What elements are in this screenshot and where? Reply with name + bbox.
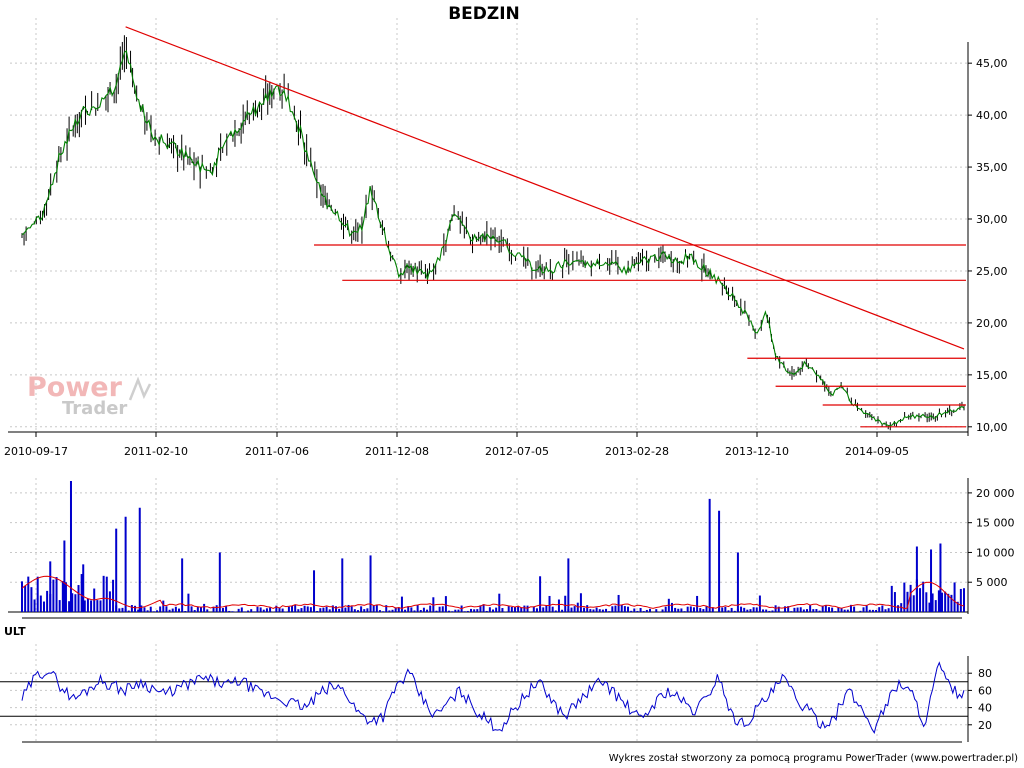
price-x-label-5: 2013-02-28: [605, 445, 669, 458]
price-line: [21, 49, 965, 427]
vol-avg-line: [21, 575, 965, 610]
vol-y-label-2: 15 000: [976, 517, 1015, 530]
ult-y-label-2: 60: [978, 684, 992, 697]
logo-mark-icon: [128, 376, 152, 401]
price-x-label-4: 2012-07-05: [485, 445, 549, 458]
ult-panel: ULT 20 40 60 80: [0, 625, 992, 743]
price-y-label-5: 35,00: [976, 161, 1008, 174]
logo-power-text: Power: [27, 372, 123, 403]
watermark-logo: Power Trader: [27, 372, 152, 419]
price-x-label-1: 2011-02-10: [124, 445, 188, 458]
trend-line: [125, 26, 965, 350]
price-y-label-7: 45,00: [976, 57, 1008, 70]
price-y-label-3: 25,00: [976, 265, 1008, 278]
price-x-label-3: 2011-12-08: [365, 445, 429, 458]
price-y-label-1: 15,00: [976, 369, 1008, 382]
price-x-label-7: 2014-09-05: [845, 445, 909, 458]
ult-line: [21, 661, 965, 735]
footer-credit: Wykres został stworzony za pomocą progra…: [609, 753, 1018, 764]
chart-title: BEDZIN: [448, 4, 520, 24]
price-panel: 10,00 15,00 20,00 25,00 30,00 35,00 40,00 45,00…: [4, 26, 1008, 458]
grid-lines: [10, 18, 968, 742]
price-y-label-2: 20,00: [976, 317, 1008, 330]
ult-y-label-3: 80: [978, 667, 992, 680]
ult-label: ULT: [4, 625, 26, 638]
ult-y-label-0: 20: [978, 719, 992, 732]
price-y-label-4: 30,00: [976, 213, 1008, 226]
volume-panel: 5 000 10 000 15 000 20 000: [8, 478, 1015, 619]
vol-y-label-0: 5 000: [976, 576, 1008, 589]
price-x-label-0: 2010-09-17: [4, 445, 68, 458]
price-x-label-2: 2011-07-06: [245, 445, 309, 458]
price-y-label-6: 40,00: [976, 109, 1008, 122]
vol-y-label-3: 20 000: [976, 487, 1015, 500]
price-x-label-6: 2013-12-10: [725, 445, 789, 458]
ult-y-label-1: 40: [978, 702, 992, 715]
logo-trader-text: Trader: [62, 398, 127, 419]
vol-y-label-1: 10 000: [976, 546, 1015, 559]
price-y-label-0: 10,00: [976, 421, 1008, 434]
